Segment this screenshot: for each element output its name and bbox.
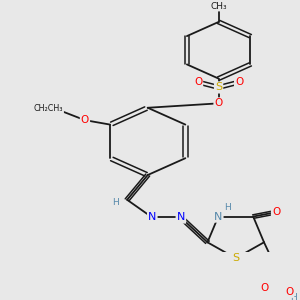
Text: S: S	[215, 82, 222, 92]
Text: O: O	[272, 207, 280, 217]
Text: O: O	[235, 77, 243, 87]
Text: N: N	[214, 212, 223, 222]
Text: N: N	[177, 212, 185, 223]
Text: CH₂CH₃: CH₂CH₃	[34, 104, 63, 113]
Text: O: O	[260, 283, 268, 293]
Text: CH₃: CH₃	[210, 2, 227, 10]
Text: N: N	[148, 212, 157, 223]
Text: H: H	[224, 203, 231, 212]
Text: H: H	[112, 198, 119, 207]
Text: S: S	[232, 253, 239, 263]
Text: O: O	[194, 77, 202, 87]
Text: O: O	[214, 98, 223, 108]
Text: H: H	[290, 293, 297, 300]
Text: O: O	[285, 287, 293, 297]
Text: O: O	[81, 115, 89, 125]
